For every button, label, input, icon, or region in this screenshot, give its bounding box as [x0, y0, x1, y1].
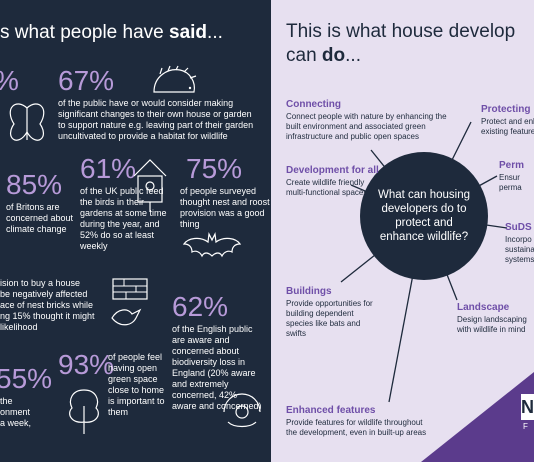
badge-sub: F	[523, 422, 528, 431]
perm-line: Ensur	[499, 173, 520, 182]
perm-line: perma	[499, 183, 522, 192]
suds-line: sustaina	[505, 245, 534, 254]
item-buildings-title: Buildings	[286, 286, 332, 297]
stat-93-value: 93%	[58, 349, 115, 380]
decision-line: ng 15% thought it might	[0, 311, 95, 321]
stat-62-text: of the English public are aware and conc…	[172, 324, 262, 411]
right-heading-line1: This is what house develop	[286, 21, 516, 42]
item-development-title: Development for all	[286, 165, 379, 176]
brick-icon	[112, 278, 148, 300]
stat-61-value: 61%	[80, 153, 137, 184]
stat-partial-value: %	[0, 66, 19, 96]
item-protecting-text: Protect and enh existing feature	[481, 117, 534, 137]
item-suds-title: SuDS	[505, 222, 532, 233]
hub-text: What can housing developers do to protec…	[377, 189, 471, 243]
item-development-text: Create wildlife friendly multi-functiona…	[286, 178, 368, 197]
logo-badge: N	[521, 394, 534, 420]
stat-85-value: 85%	[6, 169, 63, 200]
stat-55-value: 55%	[0, 363, 53, 394]
stat-85-text: of Britons are concerned about climate c…	[6, 202, 74, 234]
stat-75-text: of people surveyed thought nest and roos…	[180, 186, 270, 229]
stat-67-value: 67%	[58, 65, 115, 96]
butterfly-icon	[9, 103, 45, 141]
item-perm-title: Perm	[499, 160, 525, 171]
stat-55-line: a week,	[0, 418, 32, 428]
birdhouse-icon	[133, 159, 167, 212]
bird-icon	[111, 308, 142, 326]
decision-line: be negatively affected	[0, 289, 88, 299]
hub-circle: What can housing developers do to protec…	[360, 152, 488, 280]
item-suds-text: Incorpo sustaina systems	[505, 235, 534, 265]
hedgehog-icon	[153, 65, 197, 93]
decision-line: likelihood	[0, 322, 38, 332]
stat-62-value: 62%	[172, 291, 229, 322]
stat-55-line: onment	[0, 407, 31, 417]
item-protecting-title: Protecting	[481, 104, 531, 115]
item-enhanced-title: Enhanced features	[286, 405, 376, 416]
item-connecting-text: Connect people with nature by enhancing …	[286, 112, 447, 141]
item-landscape-title: Landscape	[457, 302, 510, 313]
item-buildings-text: Provide opportunities for building depen…	[286, 299, 373, 338]
suds-line: Incorpo	[505, 235, 532, 244]
stat-55-text: the onment a week,	[0, 396, 50, 429]
item-perm-text: Ensur perma	[499, 173, 534, 193]
stat-75-value: 75%	[186, 153, 243, 184]
stat-93-text: of people feel having open green space c…	[108, 352, 165, 417]
bat-icon	[182, 231, 242, 258]
protecting-line: Protect and enh	[481, 117, 534, 126]
stat-61-text: of the UK public feed the birds in their…	[80, 186, 167, 251]
tree-icon	[69, 389, 99, 434]
right-heading-line2: can do...	[286, 45, 361, 66]
suds-line: systems	[505, 255, 534, 264]
left-heading: s what people have said...	[0, 22, 223, 43]
left-panel: s what people have said... % 67% of the …	[0, 0, 271, 462]
item-enhanced-text: Provide features for wildlife throughout…	[286, 418, 427, 437]
badge-letter: N	[521, 397, 534, 417]
item-connecting-title: Connecting	[286, 99, 341, 110]
decision-line: ace of nest bricks while	[0, 300, 94, 310]
stat-55-line: the	[0, 396, 13, 406]
item-landscape-text: Design landscaping with wildlife in mind	[457, 315, 527, 334]
right-panel: This is what house develop can do... Wha…	[271, 0, 534, 462]
decision-line: ision to buy a house	[0, 278, 81, 288]
stat-decision-text: ision to buy a house be negatively affec…	[0, 278, 120, 333]
stat-67-text: of the public have or would consider mak…	[58, 98, 254, 141]
recycle-icon	[223, 393, 261, 428]
protecting-line: existing feature	[481, 127, 534, 136]
